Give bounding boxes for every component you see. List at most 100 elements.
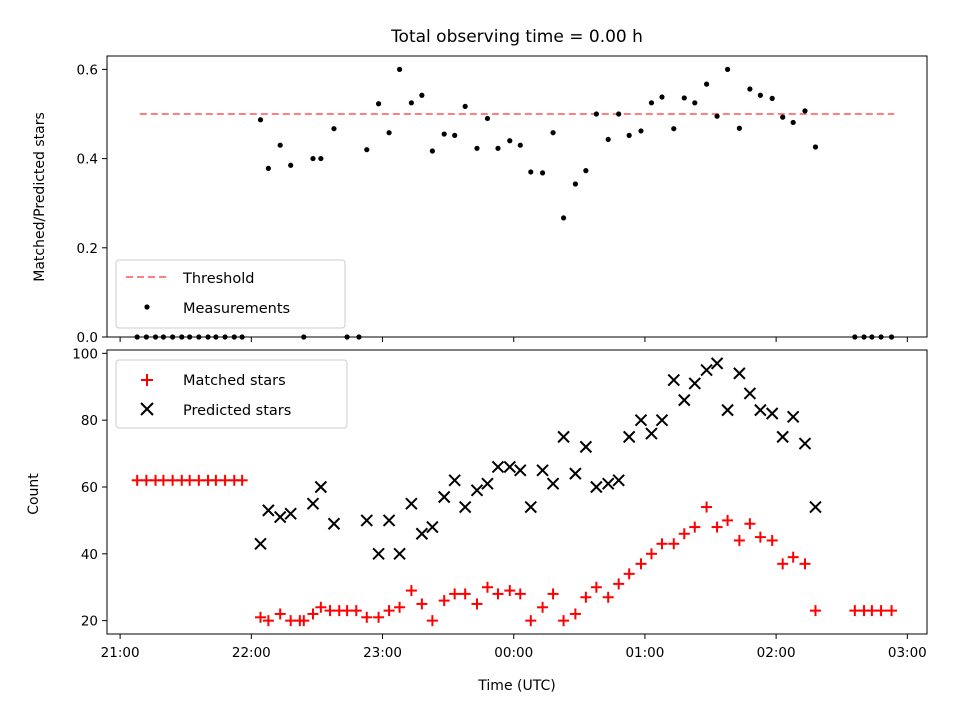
matched-star-point <box>733 534 745 546</box>
matched-star-point <box>184 474 196 486</box>
measurement-point <box>550 130 556 136</box>
ratio-y-tick-label: 0.6 <box>77 62 98 78</box>
predicted-star-point <box>262 504 275 517</box>
matched-star-point <box>766 534 778 546</box>
matched-star-point <box>373 611 385 623</box>
predicted-star-point <box>524 500 537 514</box>
legend-measurements-label: Measurements <box>183 301 290 317</box>
predicted-star-point <box>254 537 267 550</box>
matched-star-point <box>262 615 274 627</box>
ratio-axes-frame <box>106 55 928 338</box>
measurement-point <box>692 100 698 106</box>
measurement-point <box>539 170 546 176</box>
count-legend: Matched stars Predicted stars <box>115 359 348 429</box>
measurement-point <box>429 148 435 154</box>
predicted-star-point <box>776 430 789 444</box>
x-axis-label: Time (UTC) <box>477 678 555 694</box>
matched-star-point <box>157 474 169 486</box>
measurement-point <box>462 103 468 110</box>
predicted-star-point <box>721 403 734 417</box>
measurement-point <box>747 86 753 92</box>
matched-star-point <box>236 474 248 486</box>
predicted-star-point <box>590 480 603 494</box>
matched-star-point <box>274 608 286 620</box>
ratio-y-tick-label: 0.2 <box>77 241 98 257</box>
measurement-point <box>419 92 425 98</box>
ratio-y-tick-label: 0.4 <box>77 152 98 168</box>
count-y-axis-label: Count <box>26 473 42 515</box>
predicted-star-point <box>655 413 669 427</box>
matched-star-point <box>514 588 526 600</box>
predicted-star-point <box>634 413 648 427</box>
matched-star-point <box>722 514 734 526</box>
predicted-star-point <box>360 514 373 527</box>
measurement-point <box>495 145 501 151</box>
measurement-point <box>396 66 403 72</box>
legend-predicted-label: Predicted stars <box>183 403 291 419</box>
measurement-point <box>681 95 687 101</box>
matched-star-point <box>438 595 450 607</box>
predicted-star-point <box>688 377 701 390</box>
predicted-star-point <box>382 514 396 527</box>
measurement-point <box>802 108 808 114</box>
count-axes-frame <box>106 349 928 635</box>
ratio-y-tick-label: 0.0 <box>77 330 98 346</box>
matched-star-point <box>471 598 483 610</box>
predicted-star-point <box>678 393 691 407</box>
measurement-point <box>288 162 294 168</box>
predicted-star-point <box>314 480 328 494</box>
measurement-point <box>257 117 264 123</box>
predicted-star-point <box>798 437 812 450</box>
x-tick-label: 00:00 <box>494 645 533 661</box>
matched-star-point <box>866 605 878 617</box>
matched-star-point <box>580 591 592 603</box>
predicted-star-point <box>481 477 494 490</box>
matched-star-point <box>744 518 756 530</box>
predicted-star-point <box>733 367 746 380</box>
measurement-point <box>780 114 786 120</box>
count-y-tick-label: 40 <box>81 547 98 563</box>
measurement-point <box>375 101 382 107</box>
predicted-star-point <box>557 430 570 444</box>
matched-star-point <box>449 588 461 600</box>
matched-star-point <box>602 591 614 603</box>
measurement-point <box>671 126 677 132</box>
measurement-point <box>616 111 622 117</box>
matched-star-point <box>210 474 222 486</box>
matched-star-point <box>131 474 143 486</box>
matched-star-point <box>350 605 362 617</box>
measurement-point <box>626 132 632 138</box>
predicted-star-point <box>437 490 451 504</box>
chart-title: Total observing time = 0.00 h <box>390 27 643 47</box>
measurement-point <box>812 144 819 150</box>
predicted-star-point <box>786 410 800 424</box>
measurement-point <box>648 100 655 106</box>
predicted-star-point <box>503 460 516 474</box>
matched-star-point <box>645 548 657 560</box>
ratio-legend-frame <box>115 259 346 329</box>
predicted-star-point <box>754 403 767 417</box>
measurement-point <box>714 113 720 119</box>
measurement-point <box>659 94 665 100</box>
predicted-star-point <box>426 520 439 534</box>
matched-star-point <box>711 521 723 533</box>
measurement-point <box>583 168 589 174</box>
predicted-star-point <box>546 477 560 490</box>
predicted-star-point <box>710 357 724 370</box>
predicted-star-point <box>765 407 779 420</box>
predicted-star-point <box>743 387 757 400</box>
matched-star-point <box>394 601 406 613</box>
legend-matched-label: Matched stars <box>183 373 286 389</box>
measurement-point <box>277 142 283 148</box>
count-y-tick-label: 20 <box>81 614 98 630</box>
ratio-y-axis-label: Matched/Predicted stars <box>32 112 48 282</box>
predicted-star-point <box>809 500 822 514</box>
matched-star-point <box>656 538 668 550</box>
predicted-star-point <box>612 474 625 487</box>
matched-star-point <box>140 474 152 486</box>
predicted-star-point <box>372 547 385 561</box>
predicted-star-point <box>667 373 680 387</box>
matched-star-point <box>547 588 559 600</box>
measurement-point <box>769 95 775 101</box>
count-legend-frame <box>115 359 348 429</box>
